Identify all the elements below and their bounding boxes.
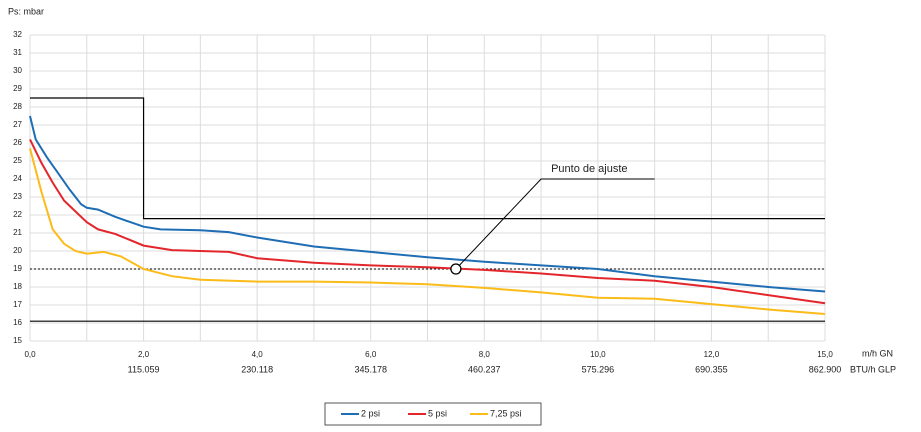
y-tick-label: 22 bbox=[13, 210, 22, 219]
y-tick-label: 23 bbox=[13, 192, 22, 201]
x-tick-label: 12,0 bbox=[704, 350, 720, 359]
x-tick-label: 2,0 bbox=[138, 350, 150, 359]
x-axis-label: m/h GN bbox=[862, 348, 893, 358]
y-tick-label: 31 bbox=[13, 48, 22, 57]
setpoint-label: Punto de ajuste bbox=[551, 163, 627, 175]
legend-label: 7,25 psi bbox=[490, 408, 522, 418]
y-tick-label: 27 bbox=[13, 120, 22, 129]
y-tick-label: 29 bbox=[13, 84, 22, 93]
x2-tick-label: 345.178 bbox=[354, 364, 387, 374]
x-tick-label: 0,0 bbox=[24, 350, 36, 359]
x-tick-label: 10,0 bbox=[590, 350, 606, 359]
legend-label: 2 psi bbox=[361, 408, 380, 418]
y-tick-label: 15 bbox=[13, 336, 22, 345]
setpoint-leader bbox=[455, 178, 655, 270]
x2-tick-label: 575.296 bbox=[582, 364, 615, 374]
x-tick-label: 8,0 bbox=[479, 350, 491, 359]
series-line bbox=[29, 148, 826, 315]
series-line bbox=[29, 115, 826, 293]
y-tick-label: 17 bbox=[13, 300, 22, 309]
y-tick-label: 26 bbox=[13, 138, 22, 147]
y-tick-label: 25 bbox=[13, 156, 22, 165]
x2-tick-label: 230.118 bbox=[241, 364, 273, 374]
y-tick-label: 30 bbox=[13, 66, 22, 75]
x2-tick-label: 115.059 bbox=[128, 364, 160, 374]
y-tick-label: 18 bbox=[13, 282, 22, 291]
x2-axis-label: BTU/h GLP bbox=[850, 364, 896, 374]
setpoint-marker bbox=[450, 263, 462, 275]
x2-tick-label: 690.355 bbox=[695, 364, 728, 374]
y-axis-label: Ps: mbar bbox=[8, 6, 44, 16]
x2-tick-label: 460.237 bbox=[468, 364, 501, 374]
x-tick-label: 6,0 bbox=[365, 350, 377, 359]
x-tick-label: 15,0 bbox=[817, 350, 833, 359]
legend-label: 5 psi bbox=[428, 408, 447, 418]
y-tick-label: 28 bbox=[13, 102, 22, 111]
legend bbox=[324, 402, 542, 426]
y-tick-label: 24 bbox=[13, 174, 22, 183]
x2-tick-label: 862.900 bbox=[809, 364, 842, 374]
limit-line bbox=[30, 97, 825, 220]
y-tick-label: 16 bbox=[13, 318, 22, 327]
y-tick-label: 32 bbox=[13, 30, 22, 39]
y-tick-label: 20 bbox=[13, 246, 22, 255]
series-line bbox=[29, 138, 826, 305]
y-tick-label: 21 bbox=[13, 228, 22, 237]
y-tick-label: 19 bbox=[13, 264, 22, 273]
x-tick-label: 4,0 bbox=[252, 350, 264, 359]
